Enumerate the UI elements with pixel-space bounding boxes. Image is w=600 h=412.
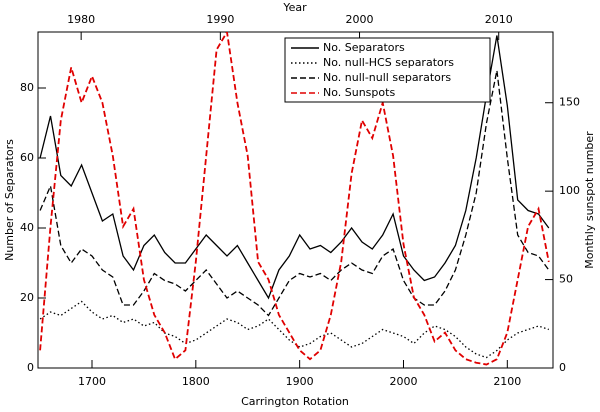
y-tick-label: 40 [20,221,34,234]
top-tick-label: 1990 [206,13,234,26]
x-tick-label: 1800 [182,375,210,388]
y-tick-label: 60 [20,151,34,164]
x-tick-label: 2100 [493,375,521,388]
x-tick-label: 1900 [286,375,314,388]
legend-label: No. Sunspots [323,86,395,99]
series-line [39,70,550,317]
y2-tick-label: 150 [559,96,580,109]
series-line [39,300,550,359]
y2-tick-label: 0 [559,361,566,374]
y2-tick-label: 50 [559,273,573,286]
y2-tick-label: 100 [559,184,580,197]
series-line [39,32,550,366]
legend-label: No. Separators [323,41,405,54]
y-tick-label: 80 [20,81,34,94]
top-tick-label: 1980 [67,13,95,26]
x-tick-label: 1700 [78,375,106,388]
legend-label: No. null-null separators [323,71,451,84]
top-axis-label: Year [282,1,307,14]
x-axis-label: Carrington Rotation [241,395,349,408]
y2-axis-label: Monthly sunspot number [583,131,596,269]
legend: No. Separators No. null-HCS separators No.… [284,37,491,103]
y-axis-label: Number of Separators [3,139,16,261]
plot-area [39,32,550,366]
y-tick-label: 20 [20,291,34,304]
legend-box [284,37,491,103]
plot-frame [37,31,554,369]
x-tick-label: 2000 [389,375,417,388]
top-tick-label: 2000 [346,13,374,26]
legend-label: No. null-HCS separators [323,56,454,69]
series-line [39,35,550,300]
y-tick-label: 0 [27,361,34,374]
top-tick-label: 2010 [485,13,513,26]
